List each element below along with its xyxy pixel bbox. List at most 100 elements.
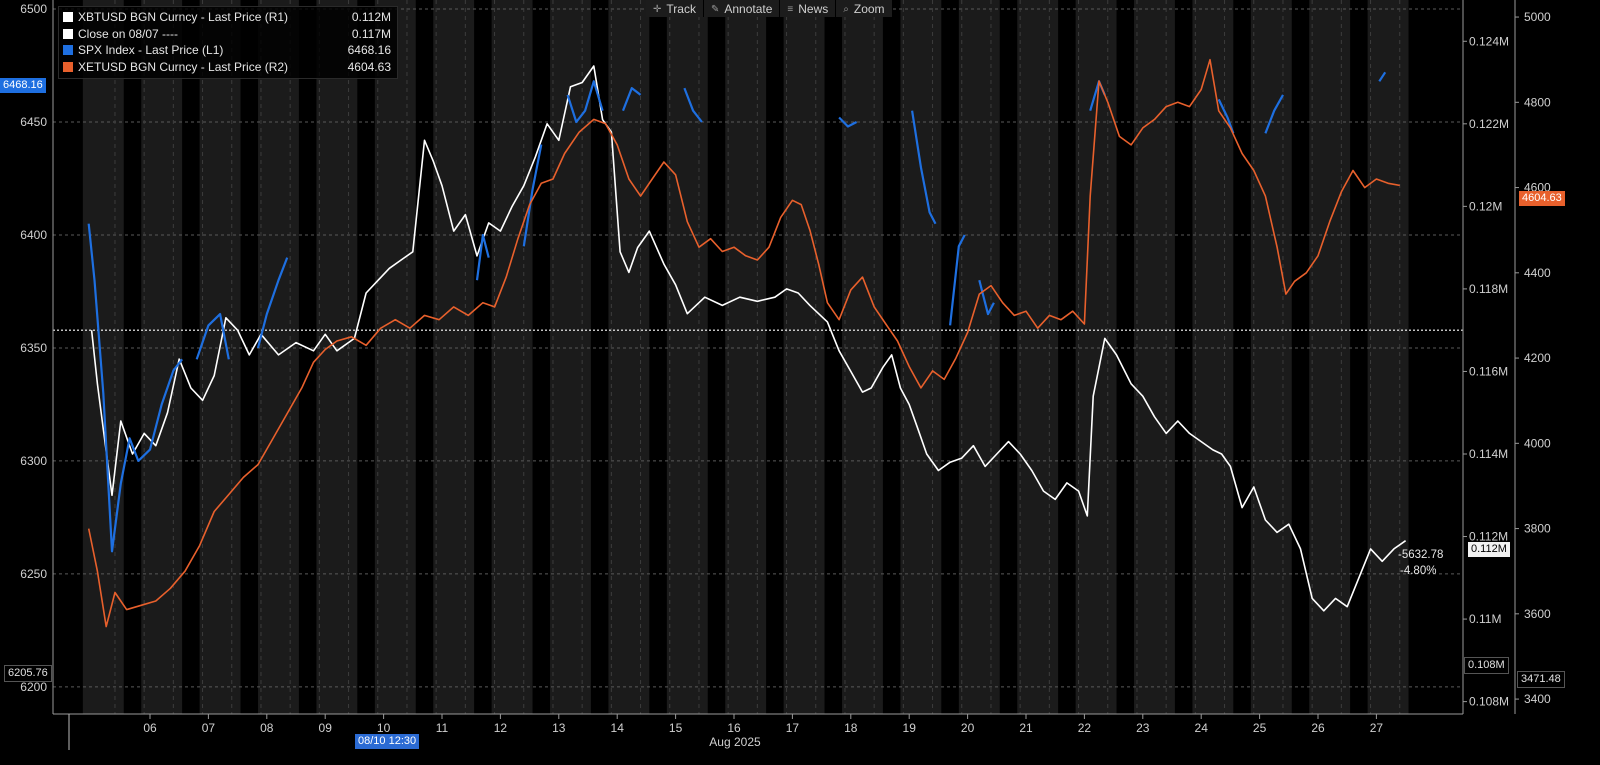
session-band <box>1367 0 1409 714</box>
left-tick-label: 6350 <box>20 341 47 355</box>
zoom-button[interactable]: ⌕ Zoom <box>836 0 893 17</box>
right1-tick-label: 0.114M <box>1469 447 1508 461</box>
session-band <box>1134 0 1175 714</box>
right2-tick-label: 4000 <box>1524 436 1551 450</box>
x-tick-label: 18 <box>844 721 858 735</box>
pencil-icon: ✎ <box>710 3 720 15</box>
legend-entry-xet[interactable]: XETUSD BGN Curncy - Last Price (R2) 4604… <box>63 59 391 76</box>
right2-tick-label: 3800 <box>1524 522 1551 536</box>
session-band <box>958 0 1000 714</box>
session-band <box>608 0 650 714</box>
x-tick-label: 21 <box>1019 721 1033 735</box>
spx-series-line <box>838 116 858 128</box>
annotate-label: Annotate <box>724 2 773 16</box>
x-tick-label: 13 <box>552 721 566 735</box>
session-band <box>1309 0 1351 714</box>
left-tick-label: 6200 <box>20 680 47 694</box>
spx-series-line <box>566 80 604 124</box>
legend-name: Close on 08/07 ---- <box>78 26 179 41</box>
spx-min-tag: 6205.76 <box>4 665 52 682</box>
change-absolute: -5632.78 <box>1398 549 1444 561</box>
x-tick-label: 25 <box>1253 721 1267 735</box>
spx-series-line <box>475 233 490 281</box>
x-tick-label: 09 <box>319 721 333 735</box>
right1-tick-label: 0.12M <box>1469 199 1502 213</box>
right1-tick-label: 0.112M <box>1469 530 1508 544</box>
change-percent: -4.80% <box>1400 565 1437 577</box>
xet-series-line <box>87 58 1400 628</box>
session-band <box>491 0 533 714</box>
right2-tick-label: 4400 <box>1524 266 1551 280</box>
x-axis-label: Aug 2025 <box>709 735 761 749</box>
right1-tick-label: 0.116M <box>1469 364 1508 378</box>
xbt-min-tag: 0.108M <box>1464 657 1509 674</box>
legend-entry-xbt[interactable]: XBTUSD BGN Curncy - Last Price (R1) 0.11… <box>63 9 391 26</box>
spx-series-line <box>256 257 289 349</box>
track-button[interactable]: ✛ Track <box>646 0 704 17</box>
news-label: News <box>798 2 829 16</box>
left-tick-label: 6250 <box>20 567 47 581</box>
right1-tick-label: 0.108M <box>1469 695 1509 709</box>
legend-swatch <box>63 12 73 23</box>
legend-value: 0.112M <box>351 10 391 24</box>
session-band <box>258 0 299 714</box>
session-band <box>783 0 825 714</box>
right2-tick-label: 4200 <box>1524 351 1551 365</box>
session-band <box>1075 0 1117 714</box>
spx-series-line <box>949 234 966 326</box>
chart-legend: XBTUSD BGN Curncy - Last Price (R1) 0.11… <box>58 6 398 79</box>
xbt-last-price-tag: 0.112M <box>1468 542 1510 557</box>
right1-tick-label: 0.11M <box>1469 612 1501 626</box>
session-bands <box>53 0 1463 714</box>
session-band <box>374 0 416 714</box>
session-band <box>842 0 883 714</box>
session-band <box>725 0 767 714</box>
left-tick-label: 6400 <box>20 228 47 242</box>
x-tick-label: 23 <box>1136 721 1150 735</box>
right2-tick-label: 5000 <box>1524 10 1551 24</box>
legend-entry-spx[interactable]: SPX Index - Last Price (L1) 6468.16 <box>63 42 391 59</box>
right1-tick-label: 0.124M <box>1469 34 1509 48</box>
spx-series-line <box>911 110 937 225</box>
left-tick-label: 6450 <box>20 115 47 129</box>
spx-series-line <box>87 223 183 553</box>
spx-series-line <box>1378 71 1387 82</box>
x-tick-label: 14 <box>611 721 625 735</box>
spx-series-line <box>1264 94 1284 134</box>
session-band <box>1250 0 1292 714</box>
spx-series-line <box>621 87 642 112</box>
right1-tick-label: 0.118M <box>1469 282 1508 296</box>
session-band <box>550 0 591 714</box>
x-tick-label: 12 <box>494 721 508 735</box>
session-band <box>666 0 708 714</box>
series-layer <box>87 58 1407 628</box>
x-tick-label: 11 <box>436 721 449 735</box>
cursor-time-label: 08/10 12:30 <box>355 734 420 749</box>
legend-value: 6468.16 <box>347 43 391 57</box>
session-band <box>433 0 475 714</box>
annotate-button[interactable]: ✎ Annotate <box>704 0 781 17</box>
x-tick-label: 07 <box>202 721 216 735</box>
x-tick-label: 27 <box>1370 721 1384 735</box>
zoom-label: Zoom <box>853 2 885 16</box>
x-tick-label: 17 <box>786 721 800 735</box>
legend-name: SPX Index - Last Price (L1) <box>78 43 224 57</box>
session-band <box>1192 0 1234 714</box>
left-tick-label: 6500 <box>20 2 47 16</box>
x-tick-label: 26 <box>1311 721 1325 735</box>
legend-name: XETUSD BGN Curncy - Last Price (R2) <box>78 59 289 74</box>
legend-name: XBTUSD BGN Curncy - Last Price (R1) <box>78 10 289 24</box>
legend-entry-close[interactable]: Close on 08/07 ---- 0.117M <box>63 26 391 43</box>
session-band <box>316 0 358 714</box>
x-tick-label: 08 <box>260 721 274 735</box>
chart-toolbar: ✛ Track ✎ Annotate ≡ News ⌕ Zoom <box>646 0 893 17</box>
x-tick-label: 22 <box>1078 721 1092 735</box>
magnifier-icon: ⌕ <box>843 3 849 15</box>
right2-tick-label: 4800 <box>1524 95 1551 109</box>
spx-series-line <box>195 313 230 360</box>
spx-series-line <box>522 144 543 247</box>
axis-ticks: 6200 6250 6300 6350 6400 6450 6500 0.108M 0.11M 0… <box>20 2 1551 749</box>
spx-last-price-tag: 6468.16 <box>0 78 46 93</box>
news-button[interactable]: ≡ News <box>780 0 837 17</box>
